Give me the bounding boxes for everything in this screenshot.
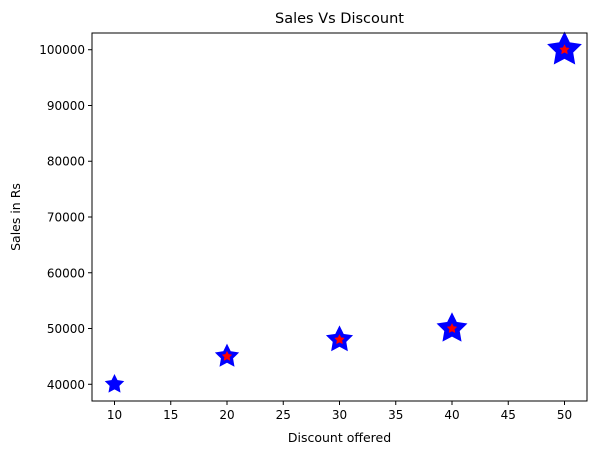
y-axis-ticks: 40000 50000 60000 70000 80000 90000 100000 xyxy=(39,43,92,392)
x-tick-label: 15 xyxy=(163,408,178,422)
y-tick-label: 60000 xyxy=(47,266,85,280)
data-point xyxy=(214,343,240,367)
data-point xyxy=(104,374,125,393)
data-point xyxy=(547,31,582,65)
plot-marks xyxy=(104,31,582,393)
y-tick-label: 90000 xyxy=(47,99,85,113)
x-tick-label: 30 xyxy=(332,408,347,422)
data-point xyxy=(436,312,468,342)
y-tick-label: 70000 xyxy=(47,211,85,225)
star-marker-face xyxy=(559,44,570,55)
star-marker-face xyxy=(446,322,458,334)
y-tick-label: 40000 xyxy=(47,378,85,392)
y-tick-label: 80000 xyxy=(47,155,85,169)
y-axis-label: Sales in Rs xyxy=(8,183,23,251)
x-tick-label: 50 xyxy=(557,408,572,422)
x-axis-ticks: 10 15 20 25 30 35 40 45 50 xyxy=(107,401,572,422)
data-point xyxy=(325,325,354,352)
star-marker-face xyxy=(334,334,345,345)
y-tick-label: 100000 xyxy=(39,43,85,57)
star-marker-edge xyxy=(104,374,125,393)
x-tick-label: 10 xyxy=(107,408,122,422)
y-tick-label: 50000 xyxy=(47,322,85,336)
chart-title: Sales Vs Discount xyxy=(275,11,404,27)
x-tick-label: 45 xyxy=(501,408,516,422)
x-axis-label: Discount offered xyxy=(288,430,391,445)
x-tick-label: 40 xyxy=(444,408,459,422)
x-tick-label: 35 xyxy=(388,408,403,422)
star-marker-face xyxy=(221,350,233,361)
x-tick-label: 25 xyxy=(276,408,291,422)
x-tick-label: 20 xyxy=(219,408,234,422)
